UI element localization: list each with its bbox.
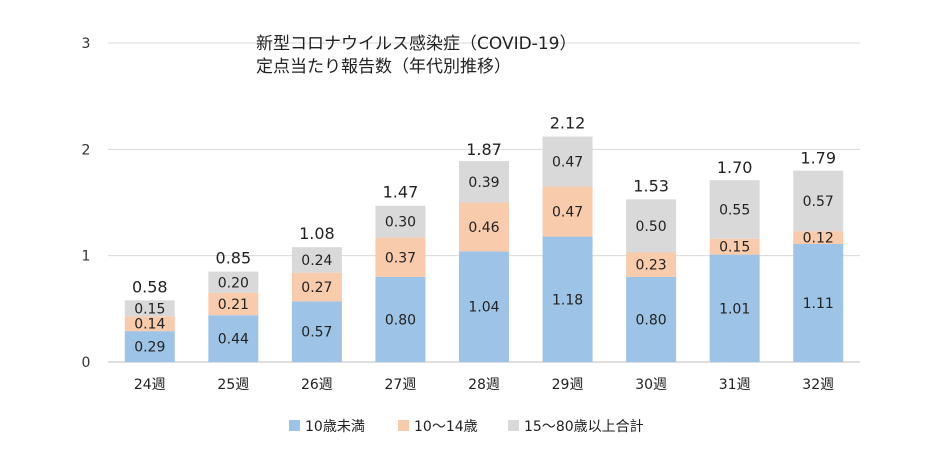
segment-value-label: 0.39 — [468, 175, 499, 191]
bar-segment — [375, 237, 426, 277]
segment-value-label: 0.14 — [134, 317, 165, 333]
segment-value-label: 0.47 — [552, 205, 583, 221]
segment-value-label: 0.27 — [301, 280, 332, 296]
bar-segment — [626, 276, 677, 362]
y-axis-ticks: 0 1 2 3 — [82, 36, 91, 371]
legend-label: 15〜80歳以上合計 — [524, 419, 644, 435]
segment-value-label: 0.12 — [803, 231, 834, 247]
chart-title-line: 新型コロナウイルス感染症（COVID-19） — [256, 34, 576, 54]
bar-segment — [208, 271, 259, 293]
x-tick-label: 29週 — [552, 377, 584, 393]
x-tick-label: 26週 — [301, 377, 333, 393]
total-value-label: 1.70 — [717, 158, 753, 177]
bar-segment — [459, 202, 509, 252]
chart-title: 新型コロナウイルス感染症（COVID-19） 定点当たり報告数（年代別推移） — [256, 34, 576, 77]
legend-swatch — [289, 420, 300, 431]
segment-value-label: 1.01 — [719, 301, 750, 317]
segment-value-label: 0.15 — [134, 301, 165, 317]
segment-value-label: 0.47 — [552, 155, 583, 171]
bar-segment — [375, 276, 426, 362]
bar-segment — [709, 180, 760, 239]
total-value-label: 2.12 — [550, 114, 586, 133]
legend-swatch — [398, 420, 409, 431]
x-tick-label: 31週 — [719, 377, 751, 393]
bar-segment — [626, 252, 677, 277]
segment-value-label: 0.57 — [301, 325, 332, 341]
segment-value-label: 0.50 — [636, 219, 667, 235]
x-tick-label: 28週 — [468, 377, 500, 393]
bar-segment — [124, 316, 175, 332]
bar-segment — [709, 254, 760, 362]
x-tick-label: 32週 — [802, 377, 834, 393]
bar-segment — [626, 199, 677, 253]
segment-value-label: 0.23 — [636, 258, 667, 274]
legend-label: 10歳未満 — [305, 419, 365, 435]
segment-value-label: 1.18 — [552, 292, 583, 308]
x-axis-ticks: 24週 25週 26週 27週 28週 29週 30週 31週 32週 — [134, 377, 834, 393]
total-value-label: 0.58 — [132, 277, 168, 296]
bars: 0.290.140.150.580.440.210.200.850.570.27… — [124, 114, 844, 362]
segment-value-label: 0.15 — [719, 240, 750, 256]
segment-value-label: 0.57 — [803, 194, 834, 210]
segment-value-label: 0.20 — [218, 275, 249, 291]
total-value-label: 1.53 — [633, 176, 669, 195]
legend-swatch — [508, 420, 519, 431]
bar-segment — [291, 247, 342, 273]
total-value-label: 1.79 — [800, 149, 836, 168]
segment-value-label: 0.21 — [218, 297, 249, 313]
bar-segment — [542, 136, 593, 187]
segment-value-label: 1.04 — [468, 300, 499, 316]
legend: 10歳未満 10〜14歳 15〜80歳以上合計 — [289, 419, 644, 435]
segment-value-label: 0.55 — [719, 202, 750, 218]
x-tick-label: 27週 — [385, 377, 417, 393]
bar-segment — [208, 315, 259, 362]
bar-segment — [459, 161, 509, 203]
segment-value-label: 0.80 — [385, 312, 416, 328]
segment-value-label: 0.29 — [134, 340, 165, 356]
total-value-label: 1.08 — [299, 224, 335, 243]
y-tick-label: 3 — [82, 36, 91, 52]
y-tick-label: 2 — [82, 142, 91, 158]
segment-value-label: 0.30 — [385, 215, 416, 231]
legend-label: 10〜14歳 — [414, 419, 478, 435]
x-tick-label: 30週 — [635, 377, 667, 393]
bar-segment — [709, 238, 760, 255]
bar-segment — [124, 300, 175, 317]
segment-value-label: 0.24 — [301, 253, 332, 269]
bar-segment — [793, 170, 844, 232]
x-tick-label: 24週 — [134, 377, 166, 393]
bar-segment — [291, 301, 342, 362]
segment-value-label: 0.46 — [468, 220, 499, 236]
segment-value-label: 0.37 — [385, 250, 416, 266]
segment-value-label: 1.11 — [803, 296, 834, 312]
total-value-label: 1.87 — [466, 140, 502, 159]
chart-title-line: 定点当たり報告数（年代別推移） — [256, 57, 511, 77]
segment-value-label: 0.44 — [218, 332, 249, 348]
total-value-label: 1.47 — [383, 183, 419, 202]
bar-segment — [793, 231, 844, 244]
y-tick-label: 0 — [82, 355, 91, 371]
y-tick-label: 1 — [82, 249, 91, 265]
bar-segment — [208, 292, 259, 316]
bar-segment — [375, 205, 426, 238]
bar-segment — [124, 331, 175, 362]
bar-segment — [542, 236, 593, 362]
bar-segment — [542, 186, 593, 237]
bar-segment — [793, 243, 844, 362]
bar-segment — [459, 251, 509, 362]
segment-value-label: 0.80 — [636, 312, 667, 328]
total-value-label: 0.85 — [216, 249, 252, 268]
bar-segment — [291, 272, 342, 302]
x-tick-label: 25週 — [217, 377, 249, 393]
